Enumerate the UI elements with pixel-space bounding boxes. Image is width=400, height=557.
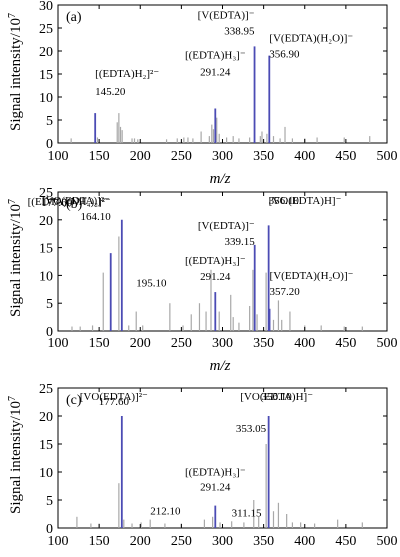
x-tick-label: 100: [48, 336, 69, 351]
x-tick-label: 100: [48, 534, 69, 549]
x-tick-label: 200: [130, 149, 151, 164]
panel-b-xlabel: m/z: [210, 358, 231, 374]
peak-annotation: [VO(EDTA)]²⁻: [42, 195, 110, 207]
x-tick-label: 200: [130, 336, 151, 351]
peak-annotation: 291.24: [200, 67, 231, 79]
x-tick-label: 350: [253, 149, 274, 164]
x-tick-label: 150: [89, 149, 110, 164]
x-tick-label: 200: [130, 534, 151, 549]
x-tick-label: 450: [335, 534, 356, 549]
y-tick-label: 25: [39, 22, 53, 37]
peak-annotation: 338.95: [224, 25, 255, 37]
x-tick-label: 500: [377, 336, 398, 351]
y-tick-label: 15: [39, 242, 53, 257]
peak-annotation: [VO(EDTA)H]⁻: [240, 391, 313, 403]
x-tick-label: 400: [294, 534, 315, 549]
peak-annotation: [(EDTA)H₃]⁻: [185, 50, 246, 62]
peak-annotation: [V(EDTA)]⁻: [198, 9, 255, 21]
peak-annotation: 212.10: [150, 506, 181, 518]
x-tick-label: 500: [377, 534, 398, 549]
x-tick-label: 150: [89, 534, 110, 549]
y-tick-label: 30: [39, 0, 53, 14]
panel-c-ylabel: Signal intensity/107: [7, 396, 25, 514]
peak-annotation: 311.15: [232, 507, 262, 519]
y-tick-label: 0: [46, 137, 53, 152]
y-tick-label: 5: [46, 114, 53, 129]
x-tick-label: 300: [212, 534, 233, 549]
peak-annotation: [(EDTA)H₃]⁻: [185, 467, 246, 479]
panel-c-label: (c): [66, 393, 82, 408]
y-tick-label: 20: [39, 45, 53, 60]
panel-a-ylabel: Signal intensity/107: [7, 13, 25, 131]
peak-annotation: 339.15: [224, 236, 255, 248]
y-tick-label: 20: [39, 214, 53, 229]
peak-annotation: [V(EDTA)(H₂O)]⁻: [270, 270, 354, 282]
panel-b-ylabel: Signal intensity/107: [7, 199, 25, 317]
y-tick-label: 10: [39, 269, 53, 284]
peak-annotation: [(EDTA)(NH₄)₂]²⁻: [28, 196, 111, 208]
peak-annotation: 356.10: [269, 195, 300, 207]
peak-annotation: 353.05: [236, 423, 267, 435]
peak-annotation: 145.20: [95, 86, 126, 98]
x-tick-label: 350: [253, 534, 274, 549]
y-tick-label: 5: [46, 494, 53, 509]
y-tick-label: 10: [39, 91, 53, 106]
peak-annotation: 195.10: [136, 278, 167, 290]
y-tick-label: 25: [39, 382, 53, 397]
peak-annotation: [(EDTA)H₂]²⁻: [95, 68, 159, 80]
x-tick-label: 100: [48, 149, 69, 164]
peak-annotation: 177.60: [42, 197, 73, 209]
peak-annotation: [V(EDTA)(H₂O)]⁻: [269, 33, 353, 45]
x-tick-label: 400: [294, 149, 315, 164]
x-tick-label: 250: [171, 149, 192, 164]
panel-a-label: (a): [66, 10, 82, 25]
peak-annotation: [(EDTA)H₃]⁻: [185, 255, 246, 267]
peak-annotation: 291.24: [200, 271, 231, 283]
x-tick-label: 250: [171, 534, 192, 549]
x-tick-label: 450: [335, 149, 356, 164]
y-tick-label: 15: [39, 438, 53, 453]
y-tick-label: 15: [39, 68, 53, 83]
peak-annotation: 291.24: [200, 482, 231, 494]
panel-a-xlabel: m/z: [210, 171, 231, 187]
y-tick-label: 25: [39, 186, 53, 201]
peak-annotation: 177.60: [99, 396, 130, 408]
peak-annotation: [V(EDTA)]⁻: [198, 220, 255, 232]
y-tick-label: 10: [39, 466, 53, 481]
x-tick-label: 500: [377, 149, 398, 164]
panel-c-frame: [57, 387, 388, 529]
x-tick-label: 300: [212, 336, 233, 351]
peak-annotation: 357.20: [270, 286, 301, 298]
x-tick-label: 150: [89, 336, 110, 351]
y-tick-label: 5: [46, 297, 53, 312]
x-tick-label: 250: [171, 336, 192, 351]
peak-annotation: [VO(EDTA)]²⁻: [80, 391, 148, 403]
x-tick-label: 400: [294, 336, 315, 351]
peak-annotation: 356.90: [269, 49, 300, 61]
x-tick-label: 300: [212, 149, 233, 164]
y-tick-label: 20: [39, 410, 53, 425]
panel-b-label: (b): [66, 197, 83, 212]
peak-annotation: 356.10: [262, 391, 293, 403]
y-tick-label: 0: [46, 325, 53, 340]
peak-annotation: 164.10: [80, 211, 111, 223]
x-tick-label: 350: [253, 336, 274, 351]
peak-annotation: [VO(EDTA)H]⁻: [269, 195, 342, 207]
y-tick-label: 0: [46, 522, 53, 537]
x-tick-label: 450: [335, 336, 356, 351]
